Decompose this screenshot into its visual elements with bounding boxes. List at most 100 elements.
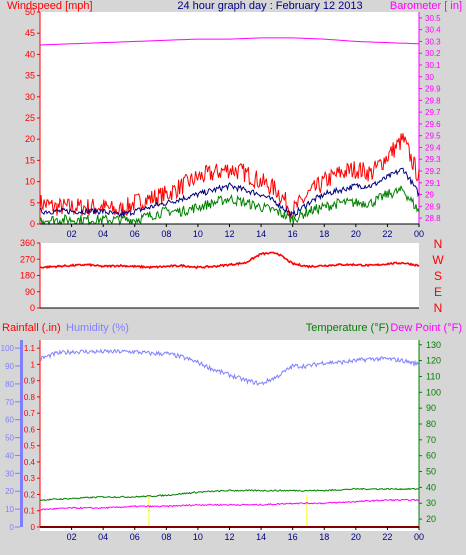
temperature-axis-title: Temperature (°F) [306, 322, 389, 334]
barometer-tick-label: 28.8 [425, 214, 441, 223]
rainfall-tick-label: 1.1 [24, 344, 36, 353]
windspeed-axis-title: Windspeed [mph] [7, 0, 93, 12]
barometer-tick-label: 29.9 [425, 85, 441, 94]
barometer-tick-label: 29.2 [425, 167, 441, 176]
compass-label: S [434, 269, 442, 283]
direction-tick-label: 90 [25, 287, 35, 297]
x-tick-label: 02 [67, 229, 77, 239]
x-tick-label: 18 [319, 229, 329, 239]
barometer-tick-label: 29.5 [425, 132, 441, 141]
temperature-line [39, 487, 419, 502]
direction-tick-label: 360 [20, 238, 35, 248]
direction-plot-area [40, 243, 419, 308]
humidity-tick-label: 30 [5, 469, 14, 478]
barometer-tick-label: 30.4 [425, 26, 441, 35]
rainfall-tick-label: 0.9 [24, 377, 36, 386]
climate-chart: 010203040506070809010000.10.20.30.40.50.… [1, 340, 441, 542]
barometer-tick-label: 29.1 [425, 179, 441, 188]
humidity-tick-label: 0 [10, 523, 15, 532]
x-tick-label: 00 [414, 532, 424, 542]
barometer-tick-label: 29.8 [425, 96, 441, 105]
temperature-tick-label: 40 [426, 482, 436, 492]
rainfall-tick-label: 0 [31, 523, 36, 532]
barometer-tick-label: 29 [425, 191, 434, 200]
barometer-tick-label: 30.2 [425, 49, 441, 58]
x-tick-label: 18 [319, 532, 329, 542]
dewpoint-axis-title: Dew Point (°F) [390, 322, 462, 334]
x-tick-label: 22 [382, 229, 392, 239]
x-tick-label: 06 [130, 532, 140, 542]
windspeed-tick-label: 15 [25, 155, 35, 165]
barometer-tick-label: 29.4 [425, 143, 441, 152]
barometer-line [39, 37, 420, 46]
humidity-tick-label: 20 [5, 487, 14, 496]
windspeed-tick-label: 40 [25, 49, 35, 59]
x-tick-label: 12 [224, 532, 234, 542]
x-tick-label: 16 [288, 532, 298, 542]
x-tick-label: 10 [193, 229, 203, 239]
temperature-tick-label: 100 [426, 387, 441, 397]
direction-tick-label: 180 [20, 271, 35, 281]
x-tick-label: 16 [288, 229, 298, 239]
graph-title: 24 hour graph day : February 12 2013 [177, 0, 362, 12]
x-tick-label: 20 [351, 532, 361, 542]
humidity-tick-label: 40 [5, 451, 14, 460]
x-tick-label: 06 [130, 229, 140, 239]
barometer-tick-label: 30.3 [425, 37, 441, 46]
humidity-tick-label: 50 [5, 434, 14, 443]
compass-label: W [432, 253, 444, 267]
wind-avg-line [39, 167, 420, 218]
humidity-tick-label: 60 [5, 416, 14, 425]
barometer-axis-title: Barometer [ in] [390, 0, 462, 12]
x-tick-label: 04 [98, 229, 108, 239]
rainfall-tick-label: 0.6 [24, 425, 36, 434]
wind-min-line [39, 185, 420, 226]
compass-label: N [434, 237, 443, 251]
windspeed-tick-label: 30 [25, 92, 35, 102]
temperature-tick-label: 90 [426, 403, 436, 413]
barometer-tick-label: 29.6 [425, 120, 441, 129]
windspeed-tick-label: 5 [30, 198, 35, 208]
rainfall-tick-label: 1 [31, 360, 36, 369]
windspeed-tick-label: 25 [25, 113, 35, 123]
rainfall-tick-label: 0.7 [24, 409, 36, 418]
barometer-tick-label: 29.3 [425, 155, 441, 164]
x-tick-label: 08 [161, 532, 171, 542]
compass-label: N [434, 301, 443, 315]
humidity-tick-label: 90 [5, 362, 14, 371]
climate-plot-area [40, 340, 419, 531]
x-tick-label: 04 [98, 532, 108, 542]
humidity-tick-label: 100 [1, 344, 15, 353]
x-tick-label: 10 [193, 532, 203, 542]
x-tick-label: 20 [351, 229, 361, 239]
rainfall-tick-label: 0.2 [24, 490, 36, 499]
humidity-tick-label: 70 [5, 398, 14, 407]
x-tick-label: 14 [256, 532, 266, 542]
temperature-tick-label: 110 [426, 371, 440, 381]
x-tick-label: 02 [67, 532, 77, 542]
dew-point-line [40, 498, 420, 511]
temperature-tick-label: 30 [426, 498, 436, 508]
barometer-tick-label: 29.7 [425, 108, 441, 117]
wind-chart: 0 5 10 15 20 25 30 35 40 45 50 28.8 28.9 29 29.1 29.2 29… [25, 7, 441, 239]
temperature-tick-label: 120 [426, 356, 441, 366]
humidity-tick-label: 10 [5, 505, 14, 514]
windspeed-tick-label: 45 [25, 28, 35, 38]
direction-tick-label: 270 [20, 254, 35, 264]
rainfall-tick-label: 0.5 [24, 442, 36, 451]
rainfall-tick-label: 0.4 [24, 458, 36, 467]
windspeed-tick-label: 50 [25, 7, 35, 17]
wind-direction-line [39, 251, 420, 270]
wind-plot-area [40, 12, 419, 224]
windspeed-tick-label: 35 [25, 71, 35, 81]
wind-gust-line [39, 133, 420, 219]
windspeed-tick-label: 20 [25, 134, 35, 144]
direction-tick-label: 0 [30, 303, 35, 313]
rainfall-tick-label: 0.1 [24, 507, 36, 516]
humidity-axis-title: Humidity (%) [66, 322, 129, 334]
temperature-tick-label: 70 [426, 435, 436, 445]
temperature-tick-label: 130 [426, 340, 441, 350]
x-tick-label: 12 [224, 229, 234, 239]
